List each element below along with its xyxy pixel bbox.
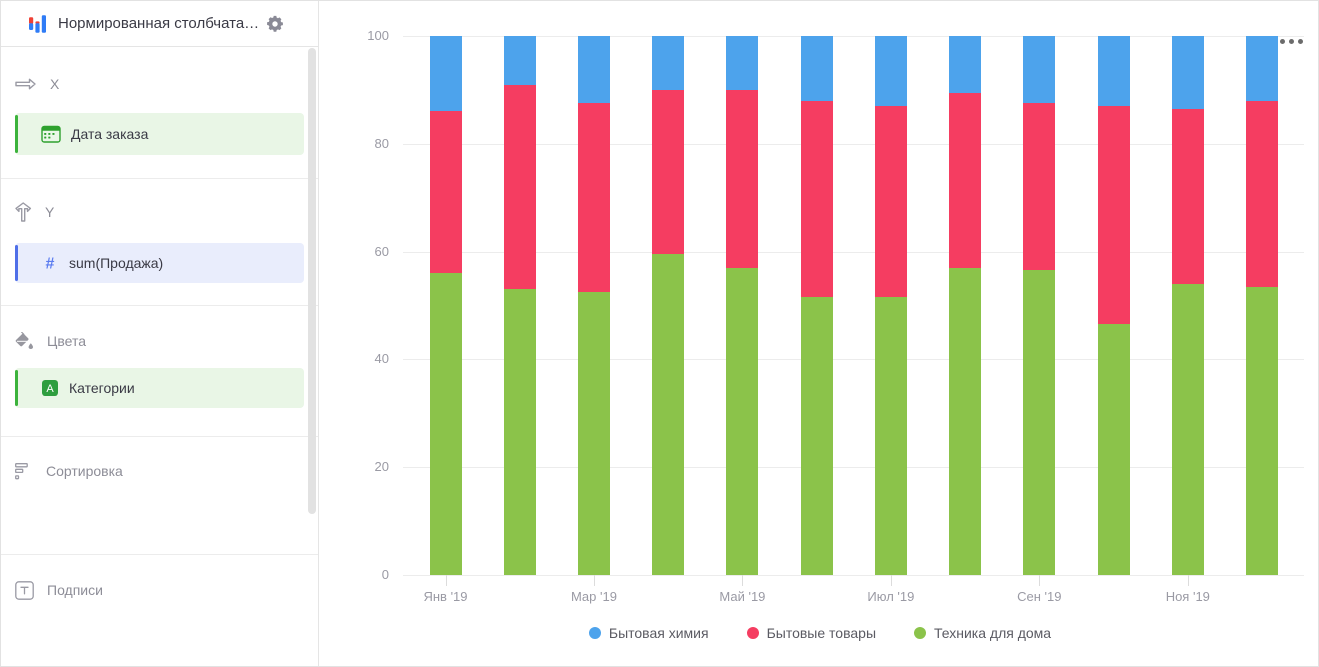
svg-text:#: # — [46, 256, 55, 273]
svg-text:A: A — [46, 383, 54, 395]
